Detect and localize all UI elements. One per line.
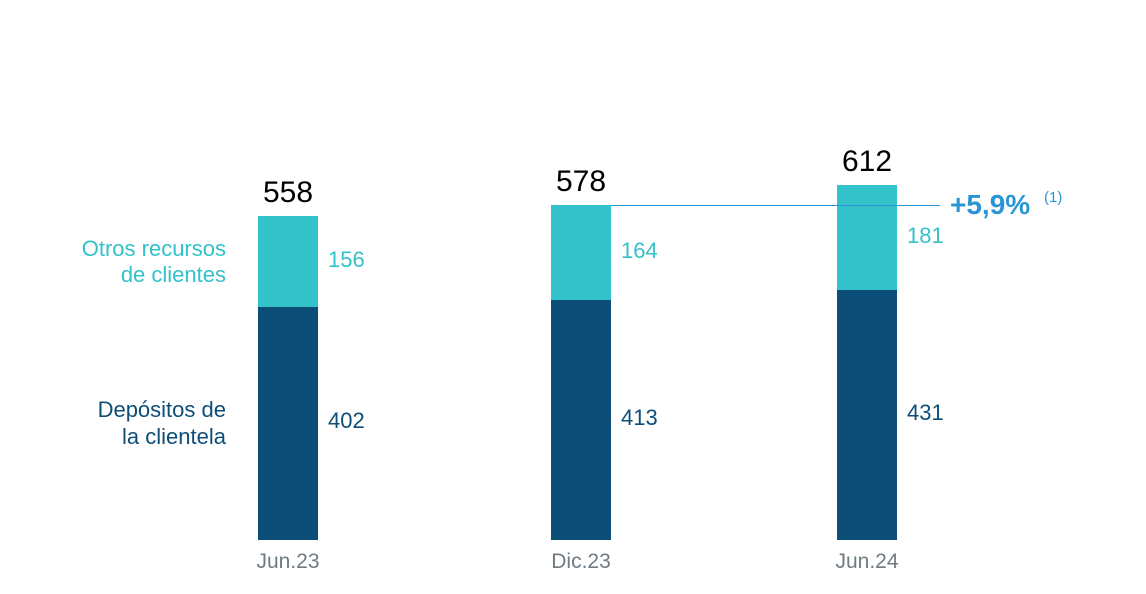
bar-segment-depositos [258,307,318,540]
bar-segment-otros [837,185,897,290]
growth-label: +5,9% [950,189,1030,221]
bar-segment-otros [258,216,318,306]
bar-segment-depositos [551,300,611,540]
bar-value-otros: 164 [621,238,658,264]
bar-total-label: 558 [228,176,348,210]
bar-value-otros: 156 [328,247,365,273]
bar-value-depositos: 431 [907,400,944,426]
bar-total-label: 612 [807,145,927,179]
legend-otros-recursos: Otros recursosde clientes [26,236,226,289]
x-axis-label: Jun.24 [807,550,927,574]
stacked-bar-chart: Otros recursosde clientes Depósitos dela… [0,0,1146,594]
x-axis-label: Jun.23 [228,550,348,574]
bar-total-label: 578 [521,165,641,199]
bar-segment-depositos [837,290,897,540]
growth-value: +5,9% [950,189,1030,220]
bar-group: 612181431 [837,185,897,540]
x-axis-label: Dic.23 [521,550,641,574]
legend-depositos: Depósitos dela clientela [26,397,226,450]
growth-footnote: (1) [1044,189,1062,206]
bar-segment-otros [551,205,611,300]
growth-indicator-line [611,205,940,206]
bar-value-depositos: 413 [621,405,658,431]
bar-group: 578164413 [551,205,611,540]
bar-value-depositos: 402 [328,408,365,434]
bar-value-otros: 181 [907,223,944,249]
bar-group: 558156402 [258,216,318,540]
